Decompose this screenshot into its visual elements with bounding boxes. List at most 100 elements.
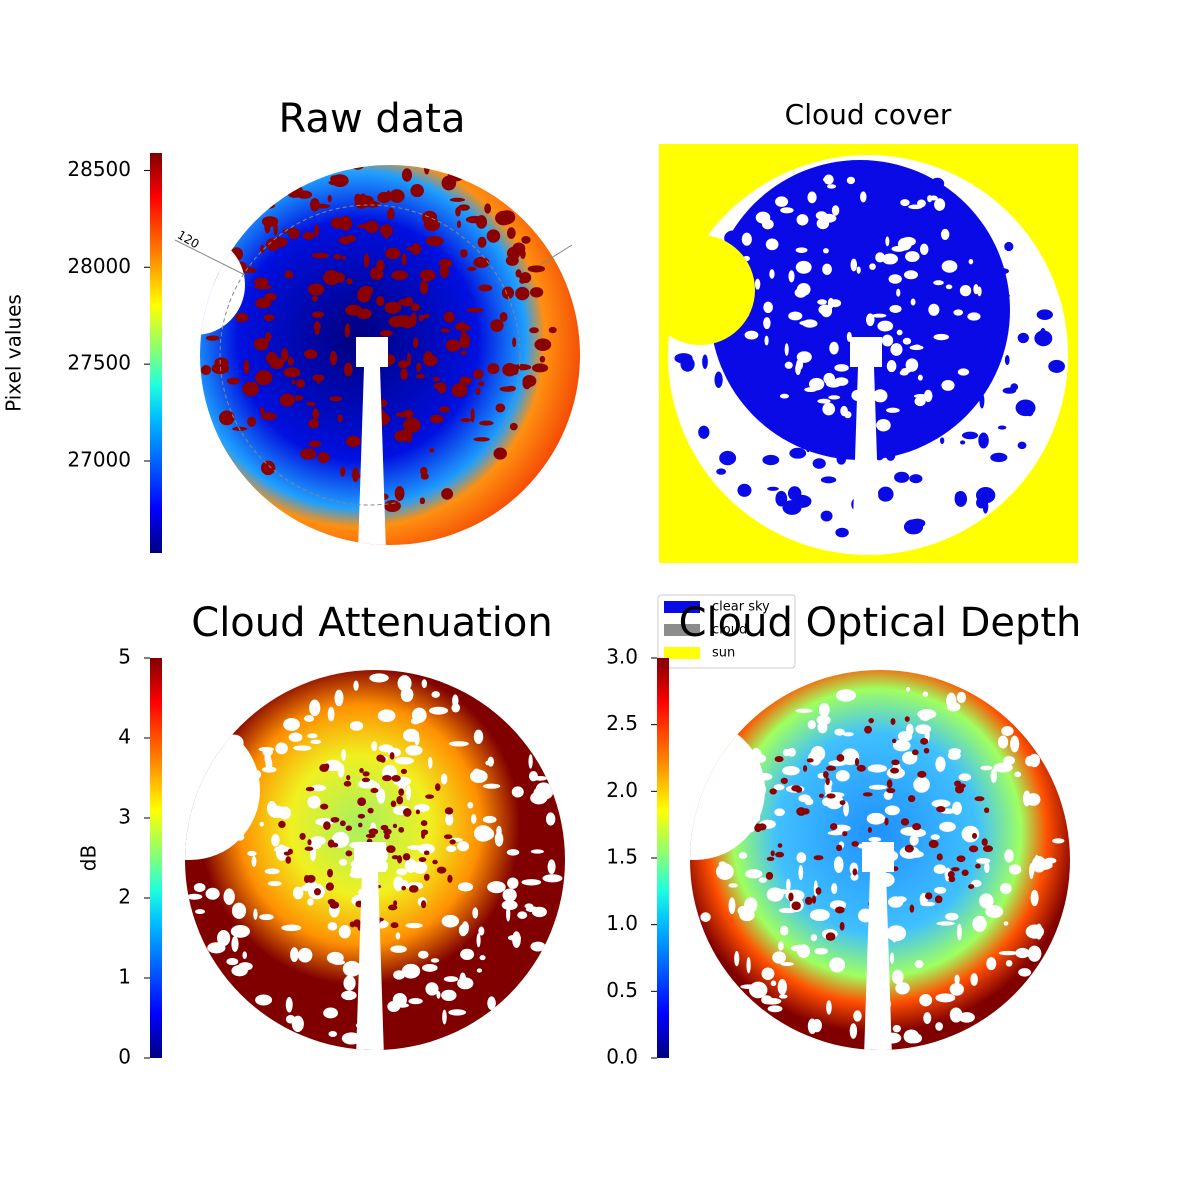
cloud-patch — [829, 823, 838, 830]
cloud-patch — [842, 831, 848, 837]
cloud-patch — [343, 362, 353, 377]
cloud-patch — [283, 367, 301, 378]
cloud-patch — [451, 383, 468, 398]
cloud-patch — [328, 180, 341, 186]
cloud-patch — [430, 958, 440, 963]
cloud-patch — [835, 689, 856, 702]
cloud-patch — [835, 770, 850, 782]
cloud-patch — [392, 823, 398, 829]
cloud-patch — [316, 167, 324, 174]
cloud-patch — [396, 150, 410, 161]
cloud-patch — [886, 360, 897, 373]
cloud-patch — [956, 923, 962, 941]
cloud-patch — [769, 269, 775, 279]
cloud-patch — [357, 813, 366, 819]
cloud-patch — [934, 198, 946, 211]
cloud-patch — [935, 756, 946, 772]
cloud-patch — [501, 286, 515, 300]
cloud-patch — [1030, 889, 1039, 907]
cloud-patch — [393, 876, 404, 892]
cloud-patch — [891, 245, 906, 252]
cloud-patch — [259, 913, 274, 921]
cloud-patch — [891, 738, 897, 744]
cloud-patch — [357, 287, 371, 303]
cloud-patch — [986, 957, 997, 971]
cloud-patch — [490, 319, 504, 332]
cloud-patch — [287, 356, 294, 366]
cloud-patch — [369, 673, 389, 683]
cloud-patch — [401, 253, 407, 266]
cloud-patch — [741, 232, 752, 246]
cloud-patch — [509, 422, 518, 431]
cloud-patch — [395, 932, 401, 940]
cloud-patch — [349, 871, 366, 879]
cloud-patch — [415, 374, 426, 379]
cloud-patch — [766, 887, 784, 902]
cloud-patch — [502, 888, 517, 902]
cloud-patch — [762, 997, 782, 1005]
cloud-patch — [273, 221, 278, 236]
cloud-patch — [535, 782, 552, 796]
cloud-patch — [813, 855, 824, 861]
cloud-patch — [838, 208, 848, 217]
cloud-patch — [429, 448, 435, 453]
cloud-patch — [850, 873, 859, 881]
cloud-patch — [265, 757, 273, 771]
cloud-patch — [285, 997, 293, 1013]
cloud-patch — [259, 821, 264, 827]
cloud-patch — [799, 408, 816, 426]
cloud-patch — [809, 909, 830, 922]
cloud-patch — [920, 738, 929, 745]
cloud-patch — [444, 807, 454, 815]
cloud-patch — [349, 165, 366, 170]
cloud-patch — [957, 368, 970, 376]
cloud-patch — [304, 349, 318, 360]
cloud-patch — [767, 486, 779, 491]
cloud-patch — [970, 973, 978, 986]
cloud-patch — [365, 220, 379, 234]
cloud-patch — [715, 863, 734, 880]
cloud-patch — [534, 338, 552, 352]
cloud-patch — [895, 982, 910, 995]
cloud-patch — [905, 251, 920, 262]
cloud-patch — [448, 1009, 467, 1016]
cloud-patch — [811, 1018, 822, 1033]
cloud-patch — [264, 868, 280, 875]
cloud-patch — [525, 906, 539, 913]
cloud-patch — [411, 707, 427, 723]
cloud-patch — [779, 925, 789, 936]
cloud-patch — [349, 721, 364, 731]
cloud-patch — [823, 430, 837, 444]
cloud-patch — [255, 370, 273, 386]
cloud-patch — [759, 351, 766, 361]
cloud-patch — [872, 313, 887, 318]
cloud-patch — [809, 255, 828, 269]
cloud-patch — [341, 1032, 362, 1045]
cloud-patch — [200, 364, 212, 376]
cloud-patch — [974, 796, 985, 802]
cloud-patch — [1004, 355, 1010, 366]
tick-label: 0.5 — [606, 978, 638, 1002]
cloud-patch — [1048, 359, 1065, 373]
cloud-patch — [823, 771, 829, 779]
cloud-patch — [425, 794, 435, 799]
cloud-patch — [205, 887, 220, 900]
cloud-patch — [219, 410, 235, 426]
cloud-patch — [868, 784, 888, 790]
cloud-patch — [521, 879, 542, 886]
cloud-patch — [297, 947, 313, 963]
cloud-patch — [482, 815, 497, 824]
cloud-patch — [890, 718, 896, 726]
cloud-patch — [798, 865, 804, 881]
cloud-patch — [390, 800, 397, 808]
cloud-patch — [765, 238, 779, 251]
cloud-patch — [772, 951, 787, 964]
cloud-patch — [205, 335, 220, 341]
camera-post — [850, 337, 882, 367]
cloud-patch — [738, 851, 748, 859]
cloud-patch — [311, 296, 319, 302]
cloud-patch — [398, 788, 405, 796]
cloud-patch — [342, 960, 362, 977]
cloud-patch — [896, 288, 901, 297]
cloud-patch — [1004, 849, 1014, 863]
